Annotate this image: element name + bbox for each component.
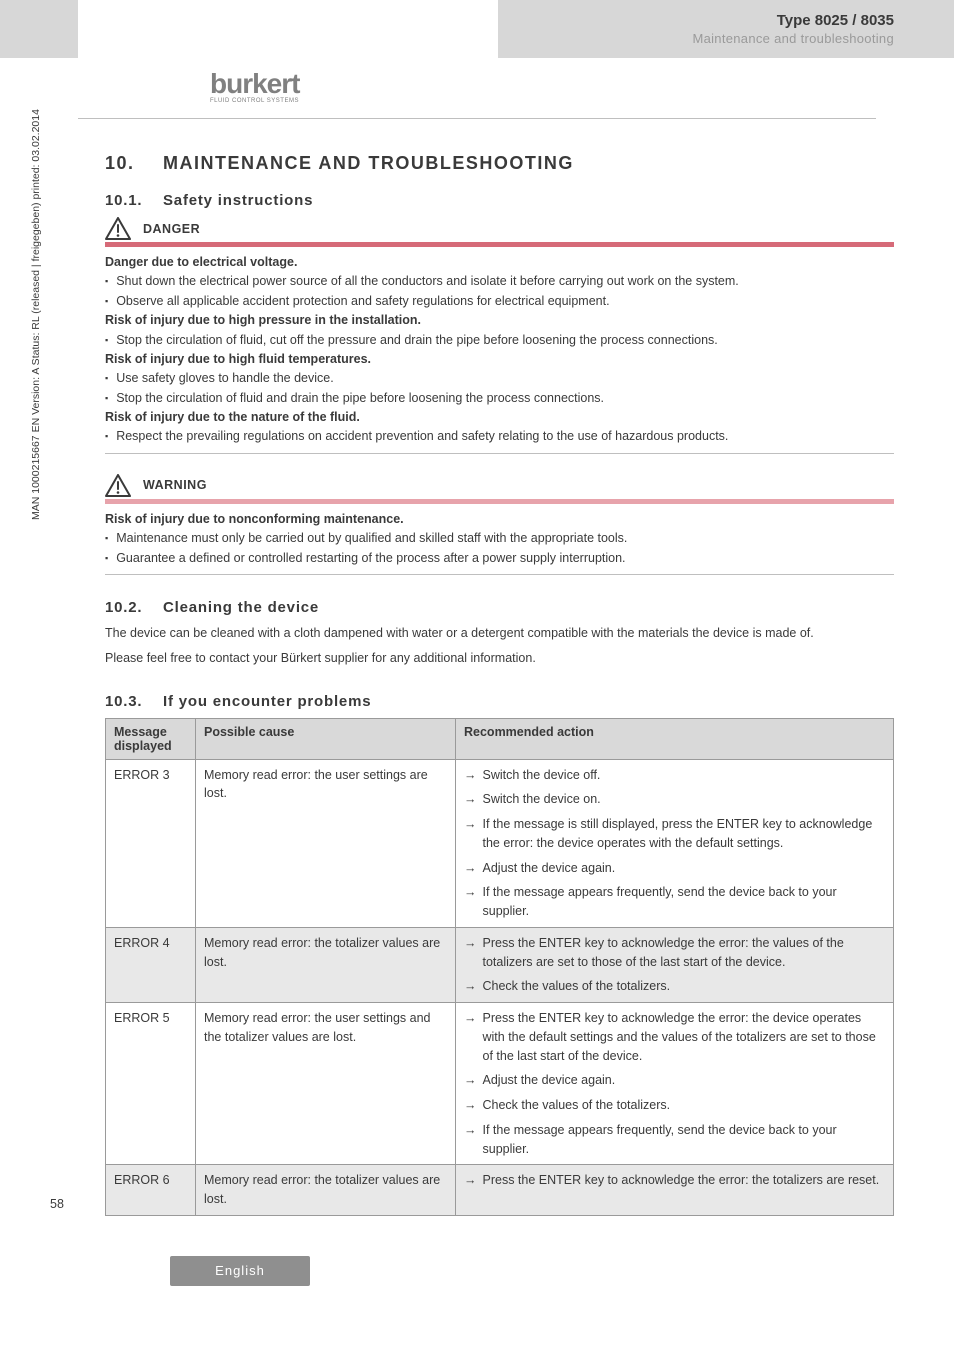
table-row: ERROR 6Memory read error: the totalizer … bbox=[106, 1165, 894, 1216]
cell-action: → Switch the device off. → Switch the devic… bbox=[456, 759, 894, 927]
arrow-icon: → bbox=[464, 1171, 477, 1190]
arrow-icon: → bbox=[464, 934, 477, 972]
cleaning-para2: Please feel free to contact your Bürkert… bbox=[105, 649, 894, 668]
cell-message: ERROR 6 bbox=[106, 1165, 196, 1216]
cell-message: ERROR 5 bbox=[106, 1003, 196, 1165]
table-row: ERROR 3Memory read error: the user setti… bbox=[106, 759, 894, 927]
cell-action: →Press the ENTER key to acknowledge the … bbox=[456, 927, 894, 1002]
page-number: 58 bbox=[50, 1197, 64, 1211]
warning-bar bbox=[105, 499, 894, 504]
action-text: Adjust the device again. bbox=[483, 1071, 886, 1090]
arrow-icon: → bbox=[464, 790, 477, 809]
cell-message: ERROR 4 bbox=[106, 927, 196, 1002]
table-row: ERROR 4Memory read error: the totalizer … bbox=[106, 927, 894, 1002]
cell-cause: Memory read error: the user settings are… bbox=[196, 759, 456, 927]
cell-message: ERROR 3 bbox=[106, 759, 196, 927]
danger-bar bbox=[105, 242, 894, 247]
cell-action: → Press the ENTER key to acknowledge the … bbox=[456, 1165, 894, 1216]
action-text: Adjust the device again. bbox=[483, 859, 886, 878]
language-tab: English bbox=[170, 1256, 310, 1286]
subsection-cleaning: 10.2.Cleaning the device bbox=[105, 599, 894, 616]
arrow-icon: → bbox=[464, 859, 477, 878]
action-text: Check the values of the totalizers. bbox=[483, 977, 886, 996]
arrow-icon: → bbox=[464, 1009, 477, 1065]
col-cause: Possible cause bbox=[196, 718, 456, 759]
action-text: If the message appears frequently, send … bbox=[483, 883, 886, 921]
action-text: Switch the device on. bbox=[483, 790, 886, 809]
col-message: Message displayed bbox=[106, 718, 196, 759]
header-band: Type 8025 / 8035 Maintenance and trouble… bbox=[0, 0, 954, 58]
warning-body: Risk of injury due to nonconforming main… bbox=[105, 510, 894, 568]
danger-header: DANGER bbox=[105, 217, 894, 240]
warning-label: WARNING bbox=[143, 478, 207, 492]
warning-triangle-icon bbox=[105, 474, 131, 497]
action-text: Press the ENTER key to acknowledge the e… bbox=[483, 1009, 886, 1065]
warning-triangle-icon bbox=[105, 217, 131, 240]
cleaning-para1: The device can be cleaned with a cloth d… bbox=[105, 624, 894, 643]
cell-cause: Memory read error: the totalizer values … bbox=[196, 927, 456, 1002]
arrow-icon: → bbox=[464, 1121, 477, 1159]
action-text: If the message is still displayed, press… bbox=[483, 815, 886, 853]
table-row: ERROR 5Memory read error: the user setti… bbox=[106, 1003, 894, 1165]
danger-body: Danger due to electrical voltage. Shut d… bbox=[105, 253, 894, 447]
cell-action: →Press the ENTER key to acknowledge the … bbox=[456, 1003, 894, 1165]
brand-logo: burkert FLUID CONTROL SYSTEMS bbox=[210, 68, 299, 104]
arrow-icon: → bbox=[464, 1096, 477, 1115]
doc-subtitle: Maintenance and troubleshooting bbox=[692, 31, 894, 46]
problems-table: Message displayed Possible cause Recomme… bbox=[105, 718, 894, 1216]
subsection-problems: 10.3.If you encounter problems bbox=[105, 693, 894, 710]
arrow-icon: → bbox=[464, 977, 477, 996]
cell-cause: Memory read error: the user settings and… bbox=[196, 1003, 456, 1165]
arrow-icon: → bbox=[464, 766, 477, 785]
action-text: Press the ENTER key to acknowledge the e… bbox=[483, 1171, 886, 1190]
side-metadata: MAN 1000215667 EN Version: A Status: RL … bbox=[30, 0, 42, 520]
section-heading: 10.MAINTENANCE AND TROUBLESHOOTING bbox=[105, 153, 894, 174]
subsection-safety: 10.1.Safety instructions bbox=[105, 192, 894, 209]
arrow-icon: → bbox=[464, 815, 477, 853]
action-text: Switch the device off. bbox=[483, 766, 886, 785]
danger-label: DANGER bbox=[143, 222, 200, 236]
col-action: Recommended action bbox=[456, 718, 894, 759]
arrow-icon: → bbox=[464, 1071, 477, 1090]
warning-header: WARNING bbox=[105, 474, 894, 497]
doc-type: Type 8025 / 8035 bbox=[692, 12, 894, 29]
cell-cause: Memory read error: the totalizer values … bbox=[196, 1165, 456, 1216]
arrow-icon: → bbox=[464, 883, 477, 921]
action-text: Press the ENTER key to acknowledge the e… bbox=[483, 934, 886, 972]
action-text: Check the values of the totalizers. bbox=[483, 1096, 886, 1115]
action-text: If the message appears frequently, send … bbox=[483, 1121, 886, 1159]
